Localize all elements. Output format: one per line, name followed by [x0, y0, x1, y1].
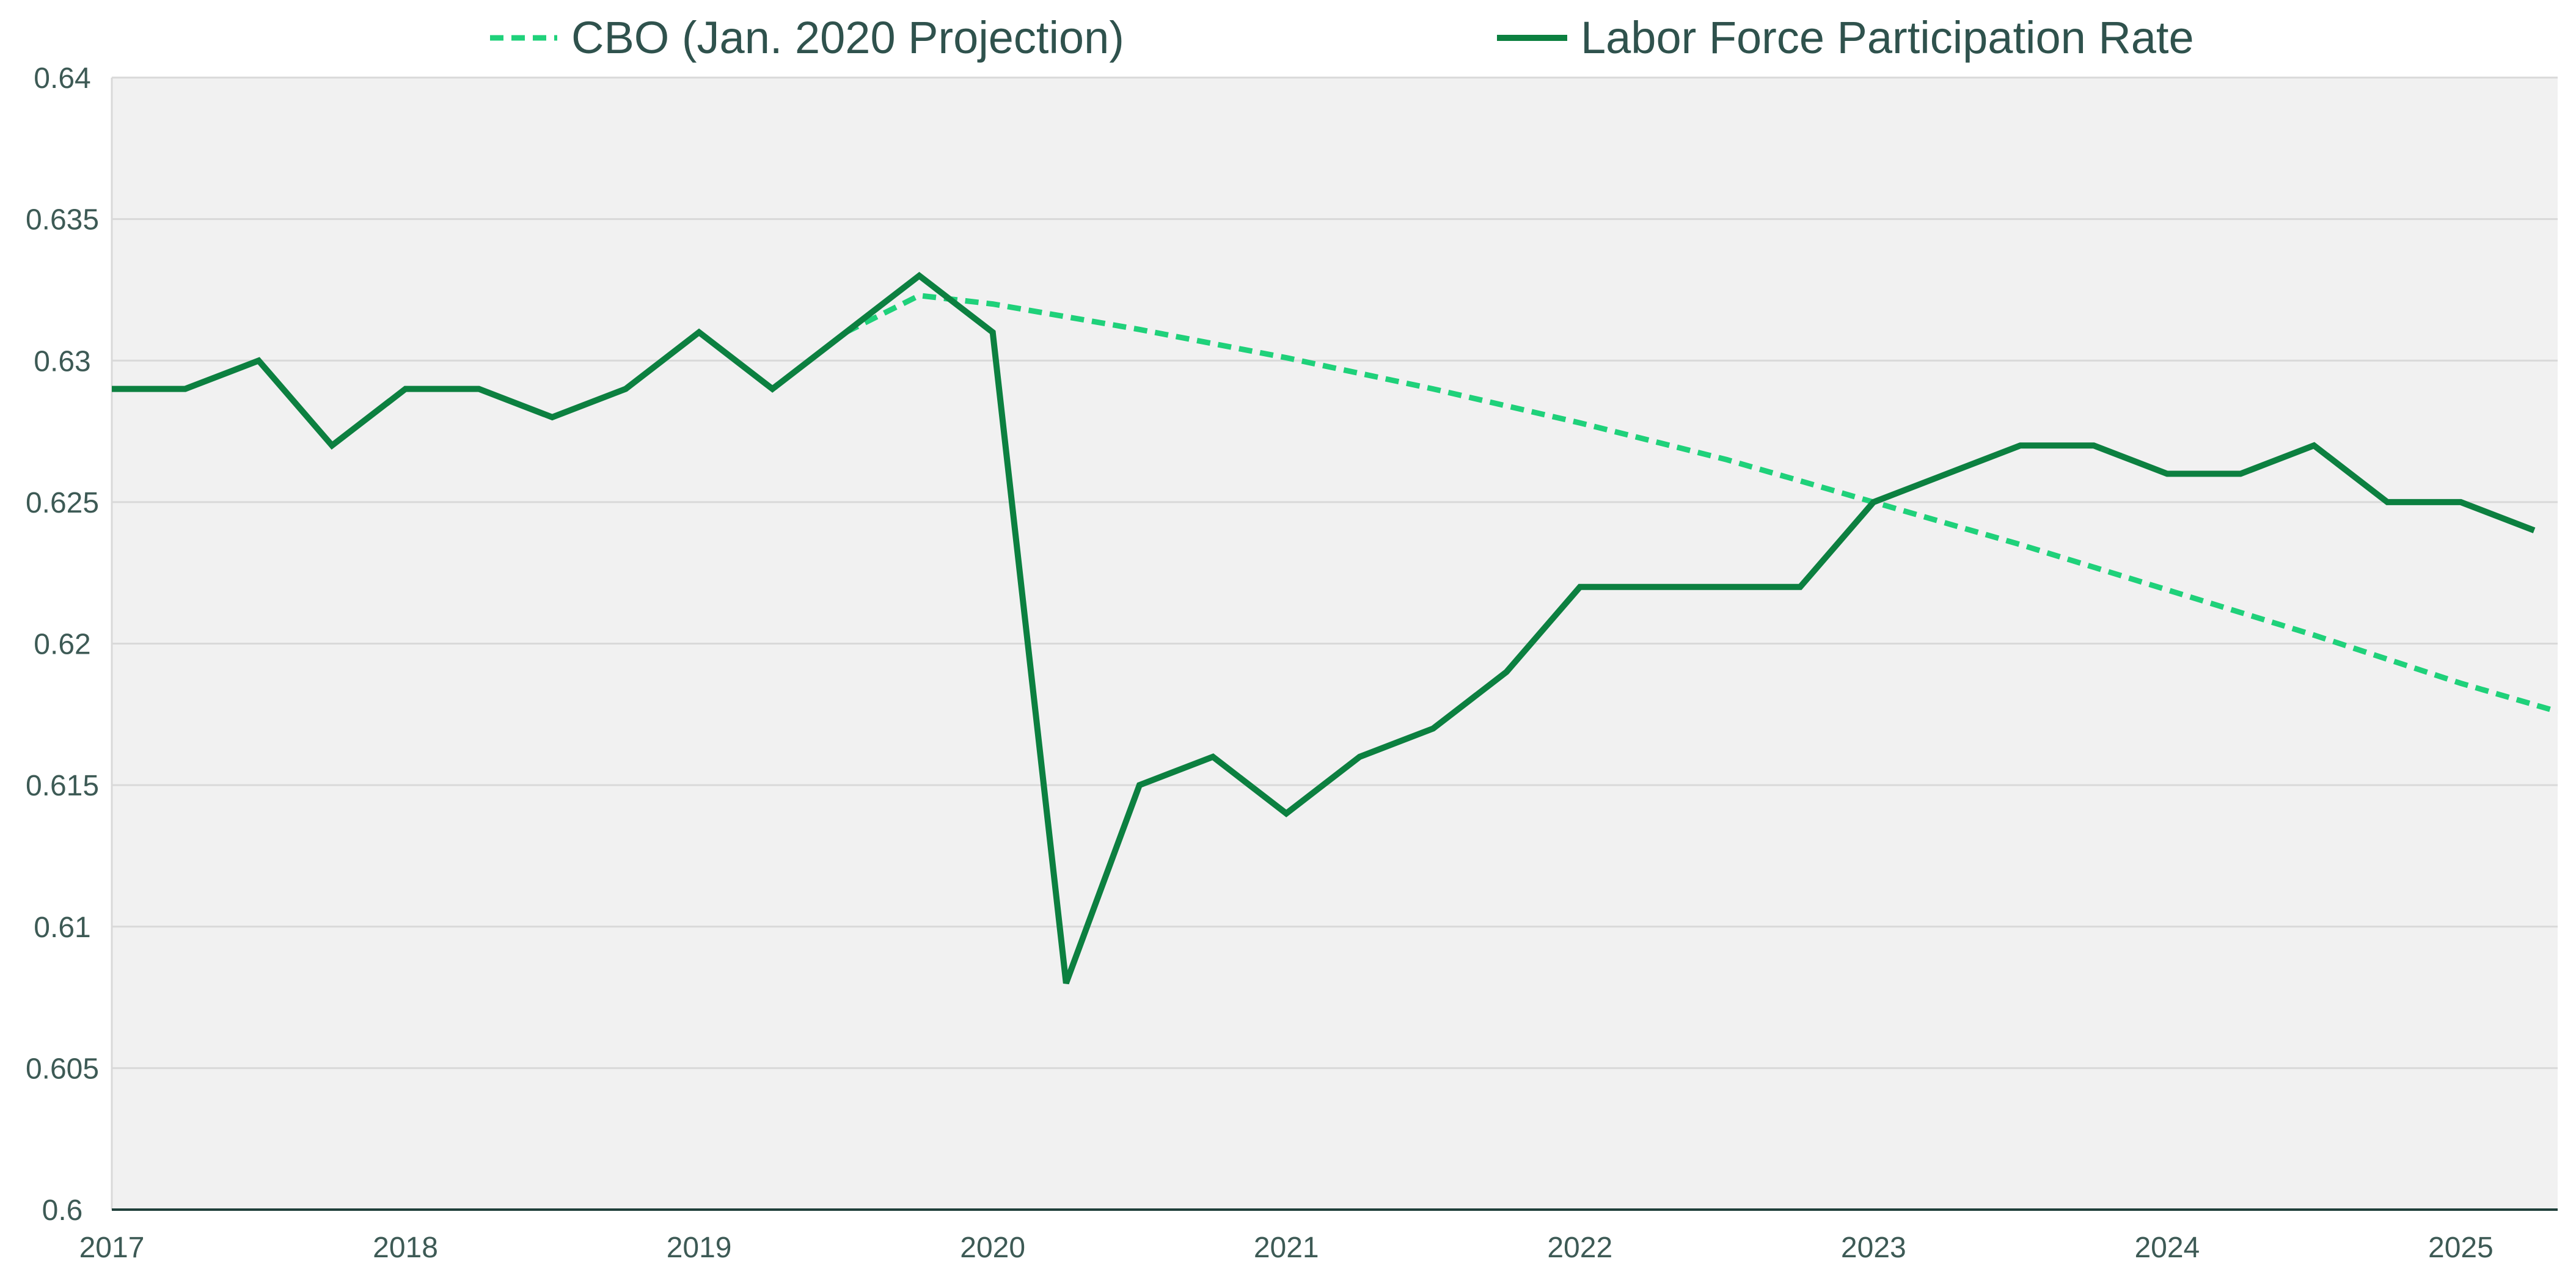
legend: CBO (Jan. 2020 Projection) Labor Force P… [490, 12, 2194, 63]
y-tick-label: 0.64 [34, 62, 90, 95]
legend-label-cbo-projection: CBO (Jan. 2020 Projection) [571, 12, 1124, 63]
x-tick-label: 2017 [79, 1232, 145, 1264]
y-tick-label: 0.62 [34, 629, 90, 661]
x-axis: 2017 2018 2019 2020 2021 2022 2023 2024 2025 [79, 1210, 2558, 1264]
y-tick-label: 0.635 [26, 204, 99, 236]
x-tick-label: 2025 [2428, 1232, 2494, 1264]
y-tick-label: 0.6 [42, 1194, 83, 1227]
x-tick-label: 2023 [1841, 1232, 1906, 1264]
x-tick-label: 2021 [1254, 1232, 1319, 1264]
y-tick-label: 0.605 [26, 1053, 99, 1085]
legend-label-labor-force-participation-rate: Labor Force Participation Rate [1581, 12, 2194, 63]
x-tick-label: 2020 [960, 1232, 1025, 1264]
x-tick-label: 2018 [373, 1232, 438, 1264]
y-tick-label: 0.61 [34, 911, 90, 944]
y-tick-label: 0.615 [26, 770, 99, 802]
y-axis: 0.6 0.605 0.61 0.615 0.62 0.625 0.63 0.635 0.64 [26, 62, 112, 1227]
x-tick-label: 2019 [667, 1232, 732, 1264]
y-tick-label: 0.625 [26, 487, 99, 519]
y-tick-label: 0.63 [34, 345, 90, 378]
x-tick-label: 2024 [2134, 1232, 2200, 1264]
x-tick-label: 2022 [1547, 1232, 1612, 1264]
